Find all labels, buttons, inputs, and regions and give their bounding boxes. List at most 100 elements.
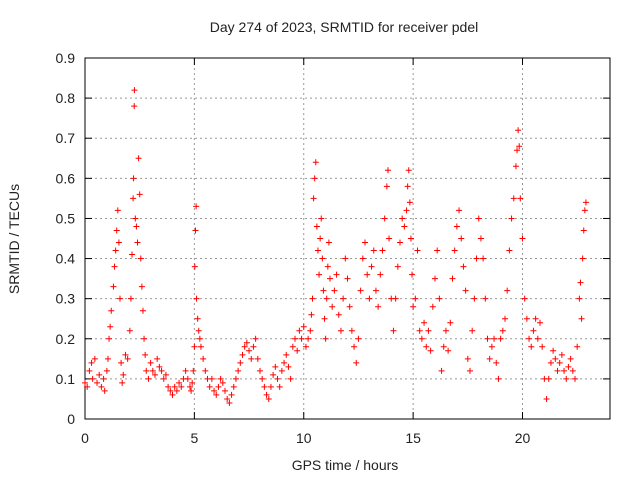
data-point	[403, 207, 410, 214]
data-point	[394, 263, 401, 270]
data-point	[316, 271, 323, 278]
data-point	[101, 387, 108, 394]
data-point	[296, 327, 303, 334]
data-point	[193, 295, 200, 302]
data-point	[202, 367, 209, 374]
data-point	[176, 379, 183, 386]
data-point	[523, 315, 530, 322]
data-point	[272, 363, 279, 370]
data-point	[309, 295, 316, 302]
data-point	[569, 367, 576, 374]
data-point	[147, 359, 154, 366]
data-point	[491, 335, 498, 342]
data-point	[320, 287, 327, 294]
data-point	[550, 347, 557, 354]
data-point	[344, 275, 351, 282]
data-point	[239, 351, 246, 358]
data-point	[111, 263, 118, 270]
data-point	[532, 315, 539, 322]
data-point	[353, 359, 360, 366]
data-point	[418, 335, 425, 342]
x-tick-label: 10	[296, 430, 312, 446]
data-point	[100, 375, 107, 382]
data-point	[480, 255, 487, 262]
data-point	[122, 351, 129, 358]
data-point	[497, 335, 504, 342]
y-tick-label: 0.3	[56, 291, 76, 307]
gridlines	[85, 58, 610, 419]
data-point	[106, 335, 113, 342]
y-tick-label: 0.5	[56, 210, 76, 226]
data-point	[539, 343, 546, 350]
data-point	[453, 223, 460, 230]
data-point	[375, 303, 382, 310]
data-point	[576, 295, 583, 302]
data-point	[248, 355, 255, 362]
data-point	[278, 367, 285, 374]
data-point	[137, 255, 144, 262]
data-point	[421, 319, 428, 326]
data-point	[359, 255, 366, 262]
data-point	[383, 183, 390, 190]
data-point	[182, 367, 189, 374]
data-point	[263, 391, 270, 398]
data-point	[563, 375, 570, 382]
data-point	[184, 375, 191, 382]
data-point	[506, 247, 513, 254]
data-point	[287, 375, 294, 382]
x-tick-label: 20	[515, 430, 531, 446]
data-point	[112, 247, 119, 254]
data-point	[565, 363, 572, 370]
data-point	[110, 283, 117, 290]
data-point	[473, 255, 480, 262]
data-point	[254, 355, 261, 362]
data-point	[230, 383, 237, 390]
data-point	[127, 295, 134, 302]
data-point	[208, 375, 215, 382]
data-point	[135, 155, 142, 162]
data-point	[340, 295, 347, 302]
data-point	[554, 367, 561, 374]
data-point	[118, 359, 125, 366]
data-point	[329, 303, 336, 310]
y-tick-label: 0.6	[56, 170, 76, 186]
data-point	[171, 383, 178, 390]
data-point	[224, 395, 231, 402]
data-point	[519, 235, 526, 242]
data-point	[226, 399, 233, 406]
data-point	[510, 195, 517, 202]
y-tick-label: 0.8	[56, 90, 76, 106]
data-point	[488, 343, 495, 350]
data-point	[486, 355, 493, 362]
data-point	[206, 383, 213, 390]
data-point	[294, 347, 301, 354]
data-point	[495, 375, 502, 382]
data-point	[311, 175, 318, 182]
data-point	[416, 327, 423, 334]
data-point	[429, 303, 436, 310]
data-point	[580, 227, 587, 234]
data-point	[219, 379, 226, 386]
data-point	[237, 359, 244, 366]
data-point	[335, 311, 342, 318]
data-point	[582, 199, 589, 206]
data-point	[193, 203, 200, 210]
data-point	[467, 367, 473, 374]
data-point	[246, 347, 253, 354]
data-point	[412, 295, 419, 302]
data-point	[516, 143, 523, 150]
data-point	[283, 351, 290, 358]
data-point	[243, 339, 250, 346]
data-point	[319, 255, 326, 262]
data-point	[508, 215, 515, 222]
data-point	[318, 215, 325, 222]
data-point	[392, 295, 399, 302]
data-point	[281, 359, 288, 366]
data-point	[149, 367, 156, 374]
data-point	[138, 283, 145, 290]
data-point	[499, 327, 506, 334]
data-point	[189, 379, 196, 386]
data-point	[414, 247, 421, 254]
data-point	[477, 235, 484, 242]
data-point	[88, 359, 95, 366]
